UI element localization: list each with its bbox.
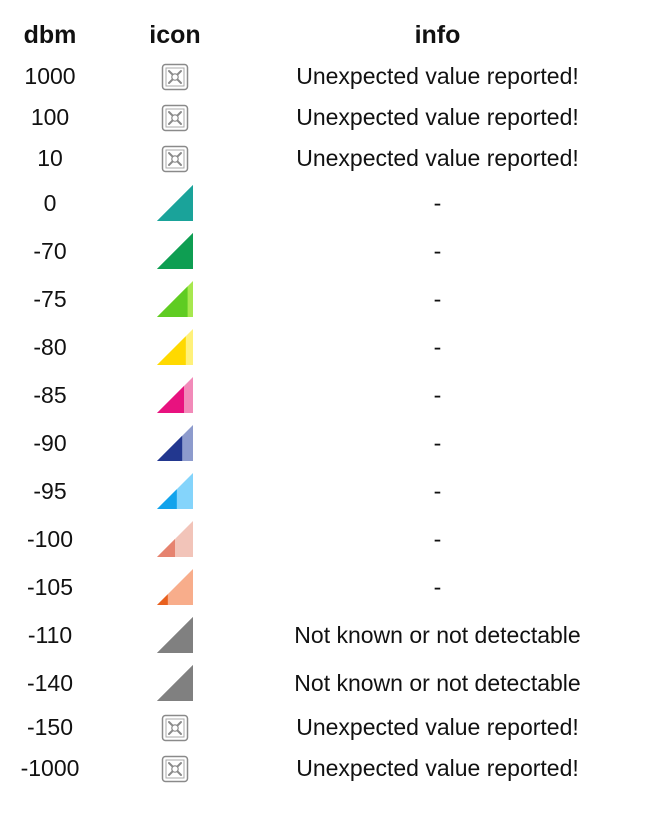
signal-minimal-icon bbox=[157, 569, 193, 605]
info-text: Unexpected value reported! bbox=[296, 755, 579, 781]
dbm-header: dbm bbox=[23, 20, 77, 49]
icon-cell bbox=[100, 275, 250, 323]
info-header: info bbox=[414, 20, 461, 49]
icon-cell bbox=[100, 707, 250, 748]
signal-high-icon bbox=[157, 329, 193, 365]
dbm-value: -85 bbox=[33, 381, 67, 408]
table-row: 10 Unexpected value reported! bbox=[0, 138, 625, 179]
signal-medium-icon bbox=[157, 377, 193, 413]
table-row: -100 - bbox=[0, 515, 625, 563]
icon-cell bbox=[100, 515, 250, 563]
table-row: 100 Unexpected value reported! bbox=[0, 97, 625, 138]
signal-level-mark bbox=[157, 539, 175, 557]
icon-cell bbox=[100, 371, 250, 419]
broken-image-icon bbox=[161, 104, 189, 132]
icon-cell bbox=[100, 659, 250, 707]
table-row: -70 - bbox=[0, 227, 625, 275]
signal-full-icon bbox=[157, 185, 193, 221]
dbm-value: -1000 bbox=[20, 755, 80, 781]
dbm-value: -95 bbox=[33, 477, 67, 504]
icon-cell bbox=[100, 419, 250, 467]
info-text: - bbox=[433, 573, 442, 600]
signal-level-mark bbox=[157, 594, 168, 605]
icon-cell bbox=[100, 138, 250, 179]
info-text: - bbox=[433, 381, 442, 408]
signal-level-mark bbox=[157, 336, 186, 365]
info-text: Unexpected value reported! bbox=[296, 714, 579, 740]
icon-cell bbox=[100, 563, 250, 611]
signal-level-mark bbox=[157, 665, 193, 701]
icon-cell bbox=[100, 467, 250, 515]
table-row: 0- bbox=[0, 179, 625, 227]
info-text: - bbox=[433, 189, 442, 216]
icon-cell bbox=[100, 179, 250, 227]
signal-unknown-icon bbox=[157, 665, 193, 701]
icon-cell bbox=[100, 56, 250, 97]
signal-level-mark bbox=[157, 617, 193, 653]
table-row: 1000 Unexpected value reported! bbox=[0, 56, 625, 97]
dbm-value: 0 bbox=[43, 189, 57, 216]
info-text: Not known or not detectable bbox=[294, 621, 581, 648]
signal-level-mark bbox=[157, 233, 193, 269]
dbm-value: -100 bbox=[26, 525, 74, 552]
table-row: -75 - bbox=[0, 275, 625, 323]
broken-image-icon bbox=[161, 145, 189, 173]
info-text: - bbox=[433, 237, 442, 264]
header-row: dbm icon info bbox=[0, 14, 625, 56]
table-row: -1000 Unexpected value reported! bbox=[0, 748, 625, 789]
table-row: -110 Not known or not detectable bbox=[0, 611, 625, 659]
table-row: -85 - bbox=[0, 371, 625, 419]
table-row: -80 - bbox=[0, 323, 625, 371]
info-text: - bbox=[433, 477, 442, 504]
dbm-value: 1000 bbox=[24, 63, 76, 89]
signal-high-icon bbox=[157, 281, 193, 317]
signal-level-mark bbox=[157, 489, 177, 509]
signal-level-mark bbox=[157, 185, 193, 221]
dbm-value: -140 bbox=[26, 669, 74, 696]
icon-header: icon bbox=[149, 20, 201, 49]
dbm-value: 100 bbox=[30, 104, 70, 130]
dbm-value: -70 bbox=[33, 237, 67, 264]
info-text: - bbox=[433, 333, 442, 360]
dbm-value: -110 bbox=[27, 621, 73, 648]
info-text: - bbox=[433, 525, 442, 552]
dbm-value: -150 bbox=[26, 714, 74, 740]
signal-level-mark bbox=[157, 286, 188, 317]
dbm-value: 10 bbox=[37, 145, 63, 171]
dbm-value: -75 bbox=[33, 285, 67, 312]
table-row: -150 Unexpected value reported! bbox=[0, 707, 625, 748]
info-text: Unexpected value reported! bbox=[296, 63, 579, 89]
info-text: - bbox=[433, 429, 442, 456]
broken-image-icon bbox=[161, 755, 189, 783]
signal-level-mark bbox=[157, 386, 184, 413]
icon-cell bbox=[100, 97, 250, 138]
dbm-value: -80 bbox=[33, 333, 67, 360]
signal-full-icon bbox=[157, 233, 193, 269]
signal-remaining-mark bbox=[157, 569, 193, 605]
icon-cell bbox=[100, 323, 250, 371]
info-text: Unexpected value reported! bbox=[296, 145, 579, 171]
table-row: -90 - bbox=[0, 419, 625, 467]
broken-image-icon bbox=[161, 63, 189, 91]
signal-legend-table: dbm icon info 1000 Unexpected value repor… bbox=[0, 14, 625, 789]
signal-low-icon bbox=[157, 521, 193, 557]
info-text: - bbox=[433, 285, 442, 312]
dbm-value: -105 bbox=[26, 573, 74, 600]
info-text: Not known or not detectable bbox=[294, 669, 581, 696]
dbm-value: -90 bbox=[33, 429, 67, 456]
signal-unknown-icon bbox=[157, 617, 193, 653]
signal-medium-icon bbox=[157, 425, 193, 461]
icon-cell bbox=[100, 611, 250, 659]
table-row: -95 - bbox=[0, 467, 625, 515]
signal-level-mark bbox=[157, 435, 183, 461]
icon-cell bbox=[100, 748, 250, 789]
broken-image-icon bbox=[161, 714, 189, 742]
table-row: -140 Not known or not detectable bbox=[0, 659, 625, 707]
signal-low-icon bbox=[157, 473, 193, 509]
table-row: -105 - bbox=[0, 563, 625, 611]
icon-cell bbox=[100, 227, 250, 275]
info-text: Unexpected value reported! bbox=[296, 104, 579, 130]
